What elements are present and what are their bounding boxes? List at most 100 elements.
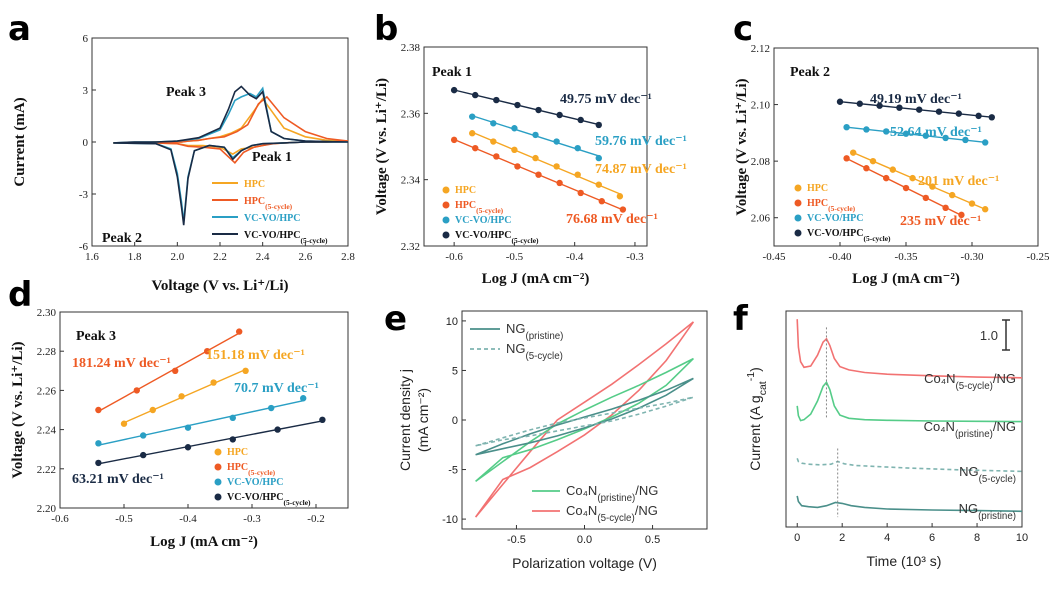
panel-a-ytick-label: 3 <box>83 85 89 97</box>
fit-line-vcvo5 <box>839 100 992 118</box>
panel-c-ytick-label: 2.12 <box>751 43 770 55</box>
panel-b-frame <box>423 46 648 247</box>
data-point-vcvo5 <box>184 444 192 451</box>
data-point-hpc5 <box>535 171 542 178</box>
slope-label-vcvo: 70.7 mV dec⁻¹ <box>234 381 319 396</box>
panel-d-ytick-label: 2.20 <box>37 503 57 515</box>
series-line-vcvo5 <box>113 85 349 226</box>
panel-c-legend-label: HPC <box>807 183 828 194</box>
panel-c-ytick-label: 2.10 <box>751 100 771 112</box>
panel-c-legend-marker <box>794 184 802 192</box>
data-point-vcvo <box>140 432 147 439</box>
data-point-vcvo5 <box>95 459 102 467</box>
panel-b-ytick-label: 2.32 <box>401 241 420 253</box>
panel-a-xtick-label: 1.8 <box>128 251 142 263</box>
panel-f-trace-label: NG(pristine) <box>959 501 1016 522</box>
series-line-hpc5 <box>113 95 349 164</box>
panel-d-ytick-label: 2.28 <box>37 346 57 358</box>
data-point-vcvo <box>982 139 989 146</box>
panel-label-b: b <box>374 9 398 49</box>
panel-c-legend-marker <box>794 214 802 222</box>
data-point-hpc5 <box>450 136 458 144</box>
data-point-hpc <box>869 157 877 165</box>
current-trace-co4n5 <box>796 319 1023 379</box>
panel-d-legend-marker <box>214 478 222 486</box>
data-point-hpc5 <box>598 198 605 205</box>
panel-a-xtick-label: 1.6 <box>85 251 99 263</box>
data-point-hpc <box>532 154 539 162</box>
panel-b-ytick-label: 2.38 <box>401 42 421 54</box>
panel-b-legend-label: VC-VO/HPC(5-cycle) <box>455 230 539 245</box>
panel-c-xtick-label: -0.25 <box>1027 251 1050 263</box>
panel-f-frame <box>785 310 1023 528</box>
data-point-vcvo5 <box>556 111 563 119</box>
data-point-hpc <box>909 174 916 182</box>
panel-label-d: d <box>8 275 32 315</box>
panel-c-xtick-label: -0.30 <box>961 251 984 263</box>
data-point-hpc <box>511 146 518 154</box>
chart-panel-f: 0 2 4 6 8 10 Time (10³ s) Current (A gcat-1) Co₄… <box>745 310 1028 569</box>
panel-b-legend-marker <box>442 186 450 194</box>
panel-e-xlabel: Polarization voltage (V) <box>512 555 657 571</box>
data-point-hpc5 <box>204 348 211 355</box>
panel-label-c: c <box>733 9 753 49</box>
data-point-hpc5 <box>577 189 584 197</box>
data-point-vcvo5 <box>140 451 147 459</box>
data-point-hpc <box>616 193 624 200</box>
data-point-hpc5 <box>958 211 965 219</box>
data-point-vcvo <box>922 132 929 139</box>
panel-d-ytick-label: 2.26 <box>37 385 57 397</box>
panel-b-legend-label: HPC <box>455 185 476 196</box>
panel-d-legend-marker <box>214 448 222 456</box>
data-point-vcvo <box>229 414 236 422</box>
panel-e-legend-label: Co₄N(pristine)/NG <box>566 483 658 504</box>
panel-a-legend-label: HPC <box>244 179 265 190</box>
panel-d-legend-label: HPC <box>227 447 248 458</box>
panel-c-xtick-label: -0.40 <box>829 251 852 263</box>
slope-label-hpc5: 181.24 mV dec⁻¹ <box>72 356 171 371</box>
data-point-hpc5 <box>133 387 140 394</box>
panel-e-ylabel-unit: (mA cm⁻²) <box>415 388 431 452</box>
data-point-hpc <box>595 181 602 188</box>
data-point-vcvo <box>595 154 602 162</box>
data-point-hpc5 <box>902 184 910 192</box>
panel-c-xtick-label: -0.35 <box>895 251 918 263</box>
chart-panel-a: 1.6 1.8 2.0 2.2 2.4 2.6 2.8 -6 -3 0 3 6 Voltage (V v… <box>12 33 355 294</box>
panel-a-legend-label: VC-VO/HPC <box>244 213 300 224</box>
data-point-hpc5 <box>619 206 627 213</box>
data-point-hpc <box>210 379 217 386</box>
panel-d-xtick-label: -0.3 <box>243 513 261 525</box>
panel-b-legend-marker <box>442 231 450 239</box>
data-point-vcvo <box>469 113 476 120</box>
data-point-vcvo5 <box>896 104 903 111</box>
data-point-hpc <box>929 183 936 190</box>
data-point-hpc5 <box>514 163 521 170</box>
panel-d-ytick-label: 2.24 <box>37 425 57 437</box>
panel-a-ytick-label: -3 <box>79 189 89 201</box>
data-point-vcvo <box>843 124 850 131</box>
panel-d-peak-label: Peak 3 <box>76 329 116 344</box>
panel-a-xlabel: Voltage (V vs. Li⁺/Li) <box>151 278 288 294</box>
panel-e-ytick-label: -10 <box>442 514 458 526</box>
panel-c-legend-label: VC-VO/HPC(5-cycle) <box>807 228 891 243</box>
data-point-hpc <box>553 163 560 170</box>
data-point-vcvo5 <box>450 86 458 94</box>
data-point-hpc5 <box>236 328 243 335</box>
panel-c-legend-label: HPC(5-cycle) <box>807 198 856 213</box>
data-point-hpc5 <box>863 165 870 172</box>
panel-d-xtick-label: -0.5 <box>115 513 133 525</box>
panel-b-legend-marker <box>442 216 450 224</box>
panel-e-legend-label: NG(pristine) <box>506 321 563 342</box>
annotation-peak-1: Peak 1 <box>252 150 292 165</box>
annotation-peak-2: Peak 2 <box>102 231 142 246</box>
current-trace-ng <box>796 495 1023 513</box>
panel-d-xtick-label: -0.2 <box>307 513 324 525</box>
panel-f-xtick-label: 4 <box>884 532 890 544</box>
data-point-hpc <box>178 393 185 400</box>
data-point-vcvo5 <box>493 96 500 104</box>
data-point-vcvo5 <box>595 121 602 129</box>
panel-f-xtick-label: 2 <box>839 532 845 544</box>
panel-a-legend-label: HPC(5-cycle) <box>244 196 293 211</box>
panel-a-ytick-label: -6 <box>79 241 89 253</box>
